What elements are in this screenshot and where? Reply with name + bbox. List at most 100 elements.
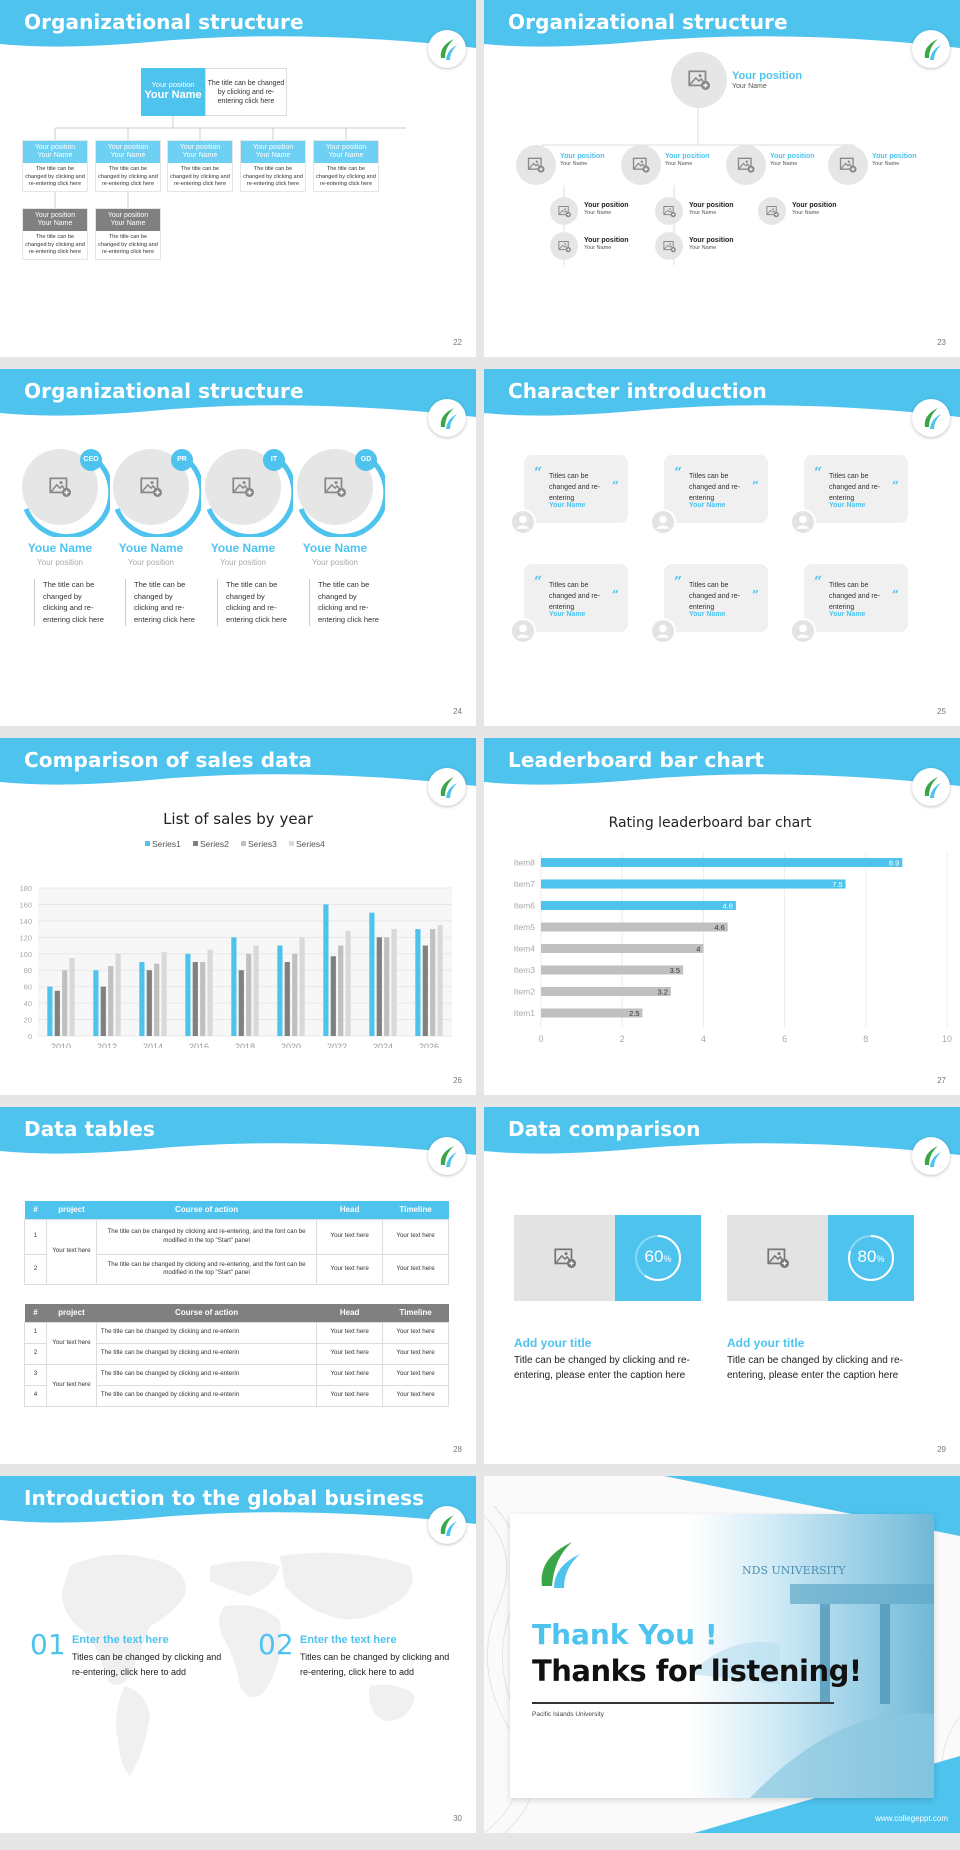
y-tick-label: 60 <box>24 983 32 992</box>
top-node[interactable] <box>671 52 727 108</box>
box-position: Your position <box>34 144 76 151</box>
cell-action: The title can be changed by clicking and… <box>95 1342 318 1365</box>
member-description: The title can be changed by clicking and… <box>309 579 379 626</box>
photo-placeholder[interactable] <box>22 449 98 525</box>
slide-23[interactable]: Organizational structure Your position Yo… <box>484 0 960 357</box>
slide-31[interactable]: NDS UNIVERSITY Thank You ! Thanks for li… <box>484 1476 960 1833</box>
level2-node[interactable] <box>726 145 766 185</box>
level2-node[interactable] <box>516 145 556 185</box>
slide-28[interactable]: Data tables # project Course of action H… <box>0 1107 476 1464</box>
university-logo-icon <box>428 399 466 437</box>
box-description: The title can be changed by clicking and… <box>98 234 158 256</box>
quote-card <box>664 455 768 523</box>
legend-swatch <box>289 841 294 846</box>
node-position: Your position <box>689 202 734 209</box>
category-label: Item1 <box>514 1008 536 1018</box>
node-label: Your position Your Name <box>665 153 710 168</box>
slide-27[interactable]: Leaderboard bar chart Rating leaderboard… <box>484 738 960 1095</box>
x-tick-label: 2018 <box>235 1042 255 1048</box>
close-quote-icon: ” <box>752 479 759 493</box>
slide-26[interactable]: Comparison of sales data List of sales b… <box>0 738 476 1095</box>
slide-24[interactable]: Organizational structure CEO Youe Name You… <box>0 369 476 726</box>
accent-arc <box>206 450 293 537</box>
bar <box>391 929 397 1036</box>
slide-22[interactable]: Organizational structure Your position Y… <box>0 0 476 357</box>
org-box[interactable]: Your position Your Name The title can be c… <box>167 140 233 192</box>
col-header-timeline: Timeline <box>399 1205 432 1215</box>
university-logo-icon <box>912 768 950 806</box>
quote-card <box>524 564 628 632</box>
quote-card <box>664 564 768 632</box>
bar <box>54 990 60 1036</box>
level3-node[interactable] <box>550 197 578 225</box>
university-name: Pacific Islands University <box>532 1711 604 1718</box>
org-box[interactable]: Your position Your Name The title can be c… <box>95 140 161 192</box>
image-placeholder[interactable] <box>514 1215 615 1301</box>
cell-action: The title can be changed by clicking and… <box>95 1363 318 1386</box>
image-placeholder[interactable] <box>727 1215 828 1301</box>
slide-title: Comparison of sales data <box>24 748 312 772</box>
slide-title: Data tables <box>24 1117 155 1141</box>
item-number: 02 <box>258 1628 294 1661</box>
page-number: 23 <box>937 338 946 347</box>
box-description: The title can be changed by clicking and… <box>98 166 158 188</box>
percent-unit: % <box>876 1254 885 1264</box>
node-name: Your Name <box>560 161 588 168</box>
bar <box>299 937 305 1036</box>
bar <box>93 970 99 1036</box>
card-name: Your Name <box>549 502 586 509</box>
cell-project: Your text here <box>45 1363 97 1407</box>
item-description: Titles can be changed by clicking and re… <box>300 1652 450 1677</box>
level3-node[interactable] <box>655 232 683 260</box>
university-logo-icon <box>541 1542 580 1588</box>
open-quote-icon: “ <box>814 465 823 481</box>
x-tick-label: 0 <box>538 1034 543 1044</box>
x-tick-label: 2014 <box>143 1042 163 1048</box>
bar <box>108 966 114 1036</box>
slide-25[interactable]: Character introduction “ Titles can be ch… <box>484 369 960 726</box>
org-box[interactable]: Your position Your Name The title can be c… <box>22 208 88 260</box>
university-logo-icon <box>912 399 950 437</box>
bar <box>284 962 290 1036</box>
item-number: 01 <box>30 1628 66 1661</box>
level3-node[interactable] <box>758 197 786 225</box>
thank-you-heading: Thank You ! <box>532 1618 718 1651</box>
org-box[interactable]: Your position Your Name The title can be c… <box>22 140 88 192</box>
node-label: Your position Your Name <box>872 153 917 168</box>
data-label: 8.9 <box>889 859 899 868</box>
slide-title: Introduction to the global business <box>24 1486 425 1510</box>
top-position-box[interactable]: Your position Your Name <box>141 68 205 116</box>
slide-29[interactable]: Data comparison 60% Add your title Title c… <box>484 1107 960 1464</box>
bar <box>231 937 237 1036</box>
bar <box>430 929 436 1036</box>
item-heading: Add your title <box>514 1336 592 1350</box>
bar <box>422 945 428 1036</box>
header-wave <box>484 738 960 786</box>
header-wave <box>484 0 960 48</box>
page-number: 27 <box>937 1076 946 1085</box>
member-description: The title can be changed by clicking and… <box>125 579 195 626</box>
header-wave <box>484 1107 960 1155</box>
slide-30[interactable]: Introduction to the global business 01 En… <box>0 1476 476 1833</box>
image-placeholder-icon <box>632 157 650 173</box>
page-number: 29 <box>937 1445 946 1454</box>
y-tick-label: 160 <box>19 900 32 909</box>
bar <box>541 965 684 975</box>
node-position: Your position <box>665 153 710 160</box>
org-box[interactable]: Your position Your Name The title can be c… <box>240 140 306 192</box>
level2-node[interactable] <box>621 145 661 185</box>
col-header-head: Head <box>339 1308 360 1318</box>
website-url[interactable]: www.collegeppt.com <box>875 1814 948 1823</box>
node-position: Your position <box>584 202 629 209</box>
level3-node[interactable] <box>550 232 578 260</box>
bar <box>541 879 846 889</box>
cell-project: Your text here <box>45 1321 97 1365</box>
card-name: Your Name <box>689 611 726 618</box>
org-box[interactable]: Your position Your Name The title can be c… <box>95 208 161 260</box>
level2-node[interactable] <box>828 145 868 185</box>
y-tick-label: 0 <box>28 1032 32 1041</box>
org-box[interactable]: Your position Your Name The title can be c… <box>313 140 379 192</box>
box-position: Your position <box>179 144 221 151</box>
node-label: Your position Your Name <box>689 202 734 217</box>
level3-node[interactable] <box>655 197 683 225</box>
